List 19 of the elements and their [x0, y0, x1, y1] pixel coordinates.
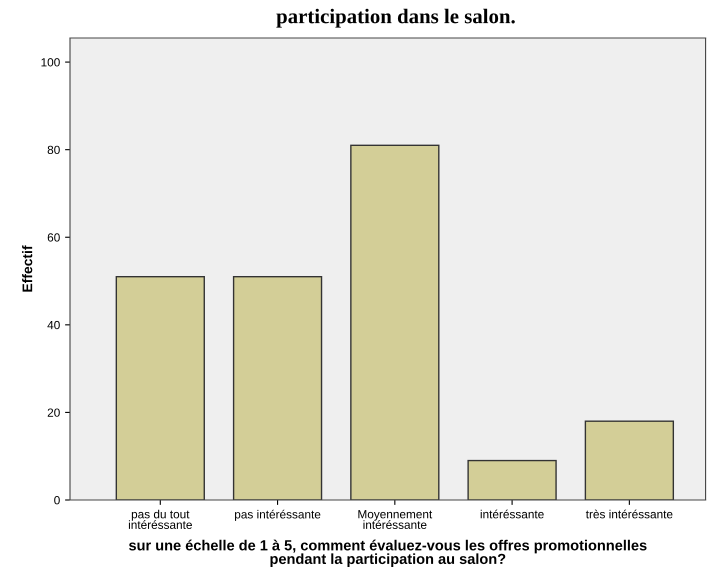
bar: [350, 144, 440, 500]
x-axis-title: sur une échelle de 1 à 5, comment évaluez-vous les offres promotionnelles pendant la participation au salon?: [128, 540, 647, 567]
bar: [232, 276, 322, 500]
x-tick-label: Moyennement intéréssante: [358, 510, 432, 529]
y-tick-label: 60: [48, 233, 60, 242]
y-tick-label: 100: [41, 58, 60, 66]
y-tick-label: 40: [47, 320, 60, 330]
y-tick-label: 80: [48, 146, 60, 154]
chart-title: participation dans le salon.: [276, 8, 515, 28]
y-axis-title: Effectif: [22, 245, 32, 292]
bar: [467, 460, 557, 500]
x-tick-label: pas intéréssante: [235, 510, 320, 521]
x-tick-label: pas du tout intéréssante: [128, 510, 192, 529]
bar: [116, 276, 205, 500]
x-tick-label: intéréssante: [480, 510, 544, 518]
bar: [584, 420, 674, 500]
x-tick-label: très intéréssante: [586, 510, 672, 518]
y-tick-label: 0: [54, 496, 60, 504]
y-tick-label: 20: [48, 408, 60, 417]
